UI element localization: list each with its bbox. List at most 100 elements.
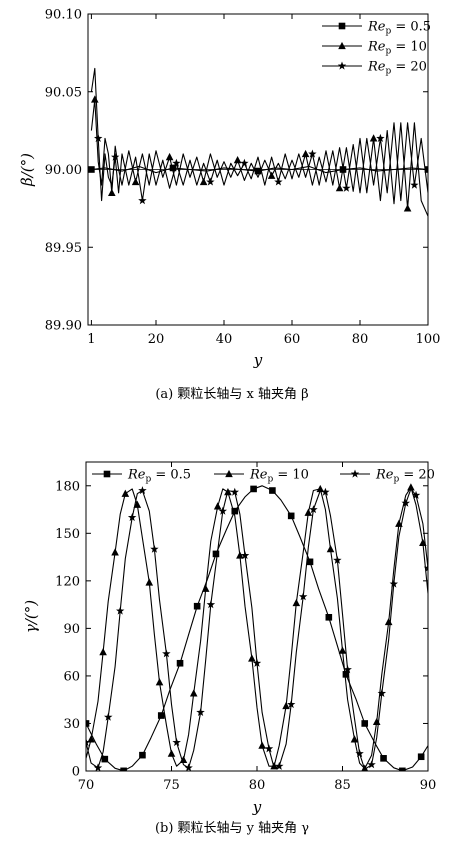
data-point-star <box>111 152 120 161</box>
data-point-square <box>193 602 201 610</box>
data-point-triangle <box>165 152 174 161</box>
y-tick-label: 0 <box>72 765 80 780</box>
y-tick-label: 30 <box>63 717 80 732</box>
y-tick-label: 90.05 <box>45 85 82 100</box>
data-point-triangle <box>304 508 313 516</box>
data-point-triangle <box>189 689 198 697</box>
data-point-triangle <box>292 598 301 607</box>
data-point-square <box>269 487 276 494</box>
data-point-triangle <box>350 735 359 743</box>
data-point-square <box>361 720 369 727</box>
data-point-triangle <box>282 701 290 710</box>
x-tick-label: 85 <box>334 778 351 793</box>
x-axis-label: y <box>252 798 262 816</box>
data-point-star <box>343 665 352 674</box>
legend: Rep = 0.5 Rep = 10 Rep = 20 <box>92 468 435 485</box>
data-point-square <box>250 485 257 493</box>
data-point-triangle <box>179 755 188 764</box>
data-point-triangle <box>99 648 107 656</box>
y-tick-label: 180 <box>55 479 80 494</box>
data-point-square <box>417 753 425 761</box>
data-point-triangle <box>236 551 244 559</box>
data-point-star <box>275 761 284 770</box>
data-point-triangle <box>233 156 242 164</box>
data-point-star <box>298 592 308 601</box>
series-line <box>86 485 428 771</box>
data-point-star <box>138 196 147 205</box>
series-star <box>86 486 428 771</box>
data-point-square <box>86 720 90 727</box>
data-point-star <box>104 712 113 721</box>
data-point-triangle <box>111 548 119 556</box>
y-axis-label: β/(°) <box>18 153 36 187</box>
data-point-triangle <box>167 749 176 757</box>
data-point-square <box>212 550 220 558</box>
triangle-marker-icon <box>338 41 346 50</box>
chart-panel-b: 70 75 80 85 90 0 30 60 90 120 150 180 y γ/(°) (b) 颗粒长轴… <box>22 461 436 836</box>
x-tick-label: 70 <box>78 778 95 793</box>
data-point-triangle <box>199 177 208 186</box>
data-point-star <box>401 498 410 507</box>
data-point-star <box>410 180 419 189</box>
data-point-star <box>150 544 159 553</box>
data-point-triangle <box>335 184 344 192</box>
x-tick-label: 75 <box>163 778 180 793</box>
series-star <box>90 67 428 205</box>
data-point-triangle <box>258 741 266 749</box>
x-tick-label: 20 <box>148 332 165 347</box>
data-point-star <box>411 490 421 499</box>
legend-label: Rep = 0.5 <box>127 468 191 485</box>
series-square <box>86 485 428 771</box>
data-point-triangle <box>301 149 310 158</box>
data-point-star <box>252 658 262 667</box>
data-point-square <box>380 755 387 762</box>
data-point-star <box>218 506 227 515</box>
data-point-star <box>93 763 103 771</box>
data-point-square <box>254 167 262 175</box>
data-point-square <box>399 767 406 771</box>
y-tick-label: 89.90 <box>45 319 82 334</box>
x-tick-label: 1 <box>87 332 95 347</box>
series-line <box>86 488 428 770</box>
x-axis-label: y <box>253 351 263 369</box>
data-point-star <box>376 133 385 142</box>
x-tick-label: 100 <box>416 332 441 347</box>
data-point-square <box>231 507 239 515</box>
data-point-star <box>162 649 171 658</box>
y-tick-label: 150 <box>55 527 80 542</box>
data-point-square <box>120 767 127 771</box>
data-point-triangle <box>121 489 130 497</box>
data-point-square <box>342 671 350 678</box>
data-point-star <box>240 551 250 560</box>
data-point-star <box>321 487 330 496</box>
data-point-star <box>342 183 351 192</box>
data-point-star <box>230 487 239 496</box>
data-point-star <box>367 760 376 769</box>
data-point-star <box>206 600 216 609</box>
data-point-triangle <box>407 483 415 491</box>
data-point-triangle <box>326 545 335 553</box>
star-marker-icon <box>350 469 360 478</box>
data-point-star <box>355 749 364 758</box>
data-point-triangle <box>131 177 140 186</box>
data-point-square <box>325 613 333 621</box>
data-point-star <box>94 133 103 142</box>
data-point-star <box>127 513 137 522</box>
data-point-triangle <box>338 646 347 654</box>
data-point-star <box>377 688 387 697</box>
data-point-triangle <box>87 735 95 743</box>
data-point-star <box>389 579 398 588</box>
data-point-triangle <box>403 204 412 212</box>
data-point-triangle <box>369 134 378 142</box>
x-tick-label: 60 <box>284 332 301 347</box>
data-point-star <box>138 486 147 495</box>
data-point-star <box>287 700 296 709</box>
data-point-star <box>309 505 318 514</box>
series-triangle <box>86 483 428 771</box>
data-point-square <box>176 659 184 667</box>
data-point-star <box>274 177 283 186</box>
data-point-star <box>240 158 249 167</box>
data-point-square <box>101 755 109 763</box>
data-point-star <box>172 158 181 167</box>
